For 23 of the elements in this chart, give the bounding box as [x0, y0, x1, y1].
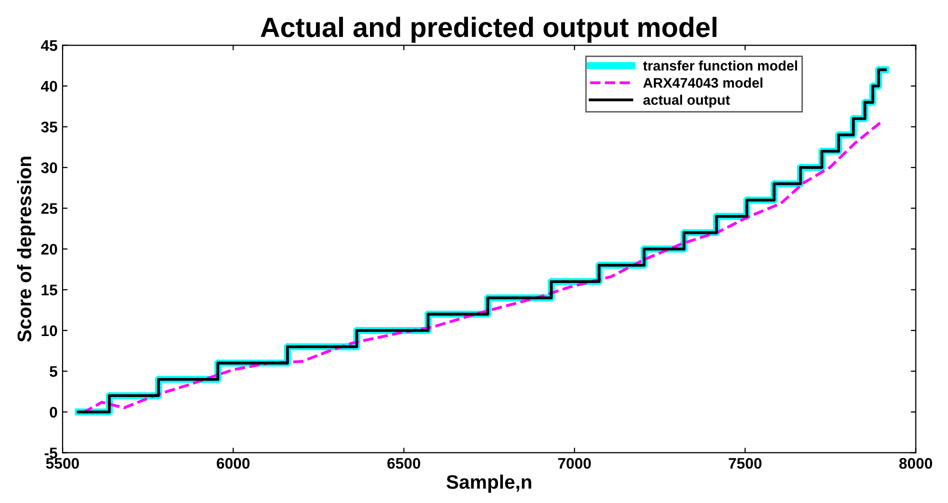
y-tick-label: 20: [41, 244, 58, 255]
y-tick-label: 10: [42, 325, 58, 336]
legend-label: ARX474043 model: [643, 78, 762, 88]
y-tick-label: -5: [44, 448, 58, 458]
x-tick-label: 6500: [387, 458, 420, 469]
chart-title: Actual and predicted output model: [260, 16, 716, 43]
y-tick-label: 25: [41, 203, 58, 214]
y-tick-label: 45: [40, 40, 58, 51]
legend-label: transfer function model: [643, 60, 798, 71]
x-tick-label: 6000: [216, 458, 250, 469]
x-tick-label: 7500: [728, 458, 762, 469]
y-tick-label: 40: [40, 80, 58, 92]
y-tick-label: 35: [41, 122, 58, 132]
y-tick-label: 30: [41, 162, 58, 174]
x-tick-label: 7000: [558, 458, 591, 469]
x-axis-title: Sample,n: [446, 474, 532, 493]
y-tick-label: 15: [42, 284, 58, 296]
x-tick-label: 5500: [46, 458, 79, 469]
y-tick-label: 0: [50, 406, 58, 418]
legend-label: actual output: [643, 94, 730, 108]
y-axis-title: Score of depression: [17, 156, 36, 342]
y-tick-label: 5: [50, 366, 58, 377]
x-tick-label: 8000: [899, 458, 932, 469]
